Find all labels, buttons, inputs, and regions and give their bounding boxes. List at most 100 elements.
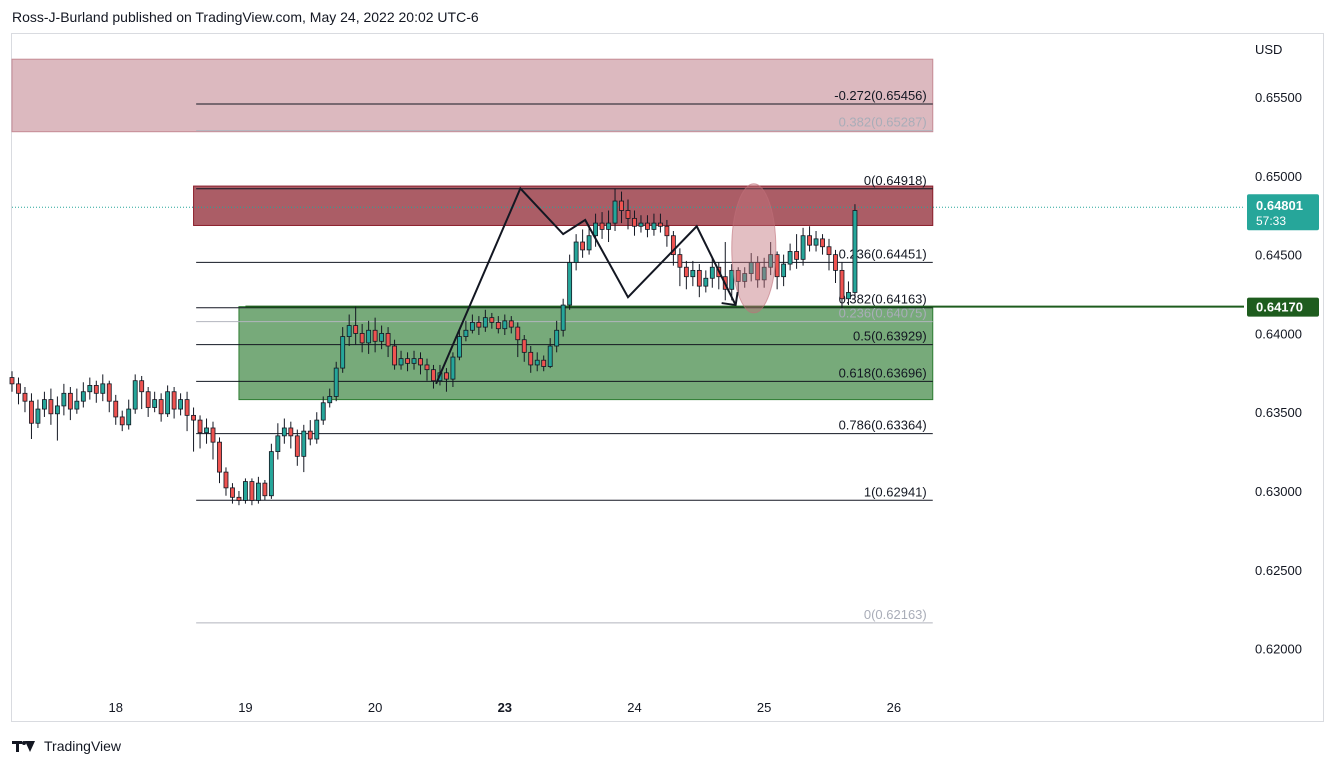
candle: [781, 254, 787, 287]
candle: [690, 260, 696, 287]
candle-body: [469, 321, 475, 331]
candle-body: [126, 408, 132, 426]
candle-body: [476, 321, 482, 328]
candle-body: [139, 380, 145, 393]
candle-body: [42, 399, 47, 410]
candle-body: [761, 266, 767, 281]
candle-body: [320, 402, 326, 421]
support-level-tag-bg: [1247, 297, 1319, 317]
candle-body: [67, 392, 73, 410]
candle-body: [411, 358, 417, 364]
candle-body: [580, 241, 586, 251]
candle: [742, 267, 748, 288]
candle-body: [534, 359, 540, 366]
candle: [385, 327, 391, 358]
candle-body: [243, 481, 248, 501]
candle: [632, 210, 637, 236]
candle-body: [268, 451, 274, 497]
candle: [748, 253, 754, 282]
candle: [593, 213, 598, 247]
candle-body: [158, 399, 164, 415]
candle: [729, 264, 735, 301]
x-axis: 18 19 20 23 24 25 26: [109, 700, 902, 715]
candle-body: [54, 405, 60, 415]
candle-body: [366, 329, 372, 344]
candle: [820, 234, 825, 255]
candle-body: [528, 351, 534, 366]
candle: [444, 368, 449, 392]
candle-body: [87, 385, 93, 393]
candle: [846, 281, 851, 306]
candle: [93, 380, 99, 403]
candle-body: [288, 427, 294, 437]
candle: [87, 377, 93, 400]
candle-body: [314, 419, 320, 440]
fib-label-4: 0.382(0.64163): [839, 292, 927, 307]
candle: [580, 229, 586, 258]
candle: [106, 380, 112, 413]
candle: [482, 309, 488, 332]
candle-body: [502, 320, 508, 330]
fib-label-10: 0(0.62163): [864, 607, 927, 622]
candle-body: [651, 222, 657, 230]
candle-body: [431, 369, 436, 382]
candle: [547, 338, 553, 369]
candle: [567, 254, 573, 310]
fib-label-2: 0(0.64918): [864, 173, 927, 188]
candle: [502, 314, 508, 335]
fib-label-1: 0.382(0.65287): [839, 115, 927, 130]
fib-label-9: 1(0.62941): [864, 484, 927, 499]
candle: [145, 387, 151, 417]
candle-body: [508, 320, 514, 328]
candle-body: [820, 238, 825, 248]
y-axis: 0.62000 0.62500 0.63000 0.63500 0.64000 0.645…: [1255, 42, 1302, 657]
candle-body: [48, 399, 54, 415]
candle: [411, 350, 417, 370]
candle: [61, 383, 67, 416]
candle: [807, 226, 812, 252]
footer-brand[interactable]: TradingView: [12, 738, 121, 754]
candle: [625, 199, 631, 230]
candle: [528, 346, 534, 373]
candle-body: [619, 200, 624, 211]
candle: [833, 249, 838, 283]
candle: [606, 210, 611, 243]
candle-body: [658, 222, 663, 227]
candle-body: [424, 364, 430, 371]
candle-body: [833, 254, 838, 271]
candle: [74, 388, 80, 414]
candle: [541, 355, 547, 372]
candle: [249, 478, 255, 506]
candle: [119, 410, 125, 432]
zones-layer: [11, 58, 934, 401]
candles-layer: [9, 188, 858, 506]
candle: [191, 407, 196, 452]
x-tick-label: 20: [368, 700, 382, 715]
candle: [197, 415, 203, 449]
candle: [243, 478, 248, 504]
candle: [521, 334, 527, 362]
candle: [22, 387, 28, 413]
candle-body: [638, 222, 644, 227]
candle-body: [846, 292, 851, 300]
x-tick-label: 19: [238, 700, 252, 715]
candle-body: [353, 325, 359, 334]
candle-body: [29, 400, 34, 424]
x-tick-label: 26: [887, 700, 901, 715]
candle: [379, 325, 385, 350]
candle-body: [74, 400, 80, 410]
candle: [340, 327, 346, 373]
candle: [664, 219, 670, 247]
candle-body: [197, 419, 203, 434]
candle: [346, 314, 352, 347]
candle-body: [826, 246, 832, 256]
candle: [560, 298, 566, 337]
candle-body: [444, 372, 449, 380]
candle-body: [22, 392, 28, 402]
fib-label-6: 0.5(0.63929): [853, 329, 927, 344]
x-tick-label: 24: [627, 700, 641, 715]
candle-body: [560, 304, 566, 331]
candle-body: [346, 325, 352, 337]
